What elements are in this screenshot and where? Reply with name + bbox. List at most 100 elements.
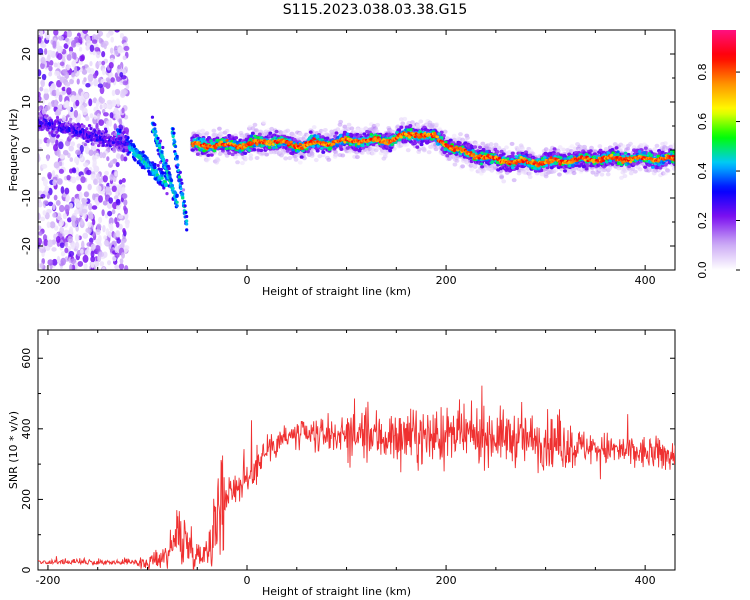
noise-cell [114,88,121,96]
ridge-cell [632,169,638,174]
ridge-cell [469,167,475,172]
ridge-cell [460,164,466,169]
noise-cell [43,92,50,101]
noise-cell [62,213,68,220]
signal-cell [125,142,129,146]
signal-cell [153,162,157,167]
ridge-cell [285,128,291,133]
noise-cell [42,178,48,187]
noise-cell [115,204,121,210]
noise-cell [88,98,93,107]
signal-cell [161,171,165,175]
noise-cell [106,156,110,162]
noise-cell [113,123,117,131]
noise-cell [103,112,109,117]
noise-cell [101,209,105,217]
noise-cell [81,68,88,75]
signal-cell [176,163,180,167]
noise-cell [39,30,44,37]
noise-cell [114,264,120,270]
ridge-cell [200,128,206,133]
signal-cell [182,199,186,204]
signal-cell [165,158,169,163]
noise-cell [38,231,43,236]
noise-cell [75,167,80,175]
noise-cell [57,178,63,185]
noise-cell [101,103,108,109]
signal-cell [183,204,187,208]
noise-cell [46,221,51,229]
noise-cell [56,61,61,70]
noise-cell [111,101,117,107]
ridge-cell [622,174,628,179]
signal-cell [69,117,73,121]
noise-cell [59,204,65,213]
noise-cell [40,79,45,88]
noise-cell [83,211,87,220]
ridge-cell [599,172,605,177]
signal-cell [153,123,157,127]
noise-cell [59,61,65,67]
noise-cell [95,200,100,206]
noise-cell [56,255,61,264]
noise-cell [68,250,75,257]
signal-cell [158,143,162,148]
noise-cell [44,48,48,55]
noise-cell [109,173,114,181]
ridge-cell [218,131,224,136]
noise-cell [63,31,68,39]
noise-cell [110,77,115,83]
ridge-cell [504,145,509,150]
ridge-cell [665,168,671,173]
noise-cell [123,205,127,212]
signal-cell [175,194,179,198]
noise-cell [123,199,128,206]
noise-cell [80,218,84,226]
ridge-cell [597,144,603,149]
ridge-cell [488,142,494,147]
noise-cell [71,71,76,78]
noise-cell [122,193,128,199]
signal-cell [156,163,160,168]
noise-cell [99,97,106,104]
noise-cell [123,246,129,254]
noise-cell [95,152,100,159]
ridge-cell [557,172,562,177]
signal-cell [89,126,93,131]
noise-cell [47,50,53,56]
noise-cell [65,197,69,203]
ridge-cell [257,132,262,137]
noise-cell [102,174,108,183]
noise-cell [55,199,61,206]
signal-cell [101,130,105,134]
signal-cell [48,131,52,135]
signal-cell [177,175,182,179]
ridge-cell [297,131,303,136]
ridge-cell [287,156,293,161]
noise-cell [101,51,106,58]
noise-cell [78,191,83,200]
noise-cell [119,72,124,78]
noise-cell [109,222,114,230]
noise-cell [120,154,124,162]
signal-cell [170,184,174,188]
noise-cell [58,161,63,167]
ridge-cell [527,171,533,176]
noise-cell [69,157,74,162]
noise-cell [47,171,52,179]
noise-cell [101,68,106,76]
noise-cell [89,113,94,119]
signal-cell [125,148,129,153]
noise-cell [78,95,83,101]
noise-cell [90,250,95,258]
noise-cell [93,178,99,186]
noise-cell [77,260,84,267]
noise-cell [59,154,66,159]
noise-cell [69,78,74,85]
noise-cell [83,92,89,99]
noise-cell [79,248,84,254]
noise-cell [123,156,128,162]
noise-cell [79,104,85,111]
noise-cell [114,30,120,33]
